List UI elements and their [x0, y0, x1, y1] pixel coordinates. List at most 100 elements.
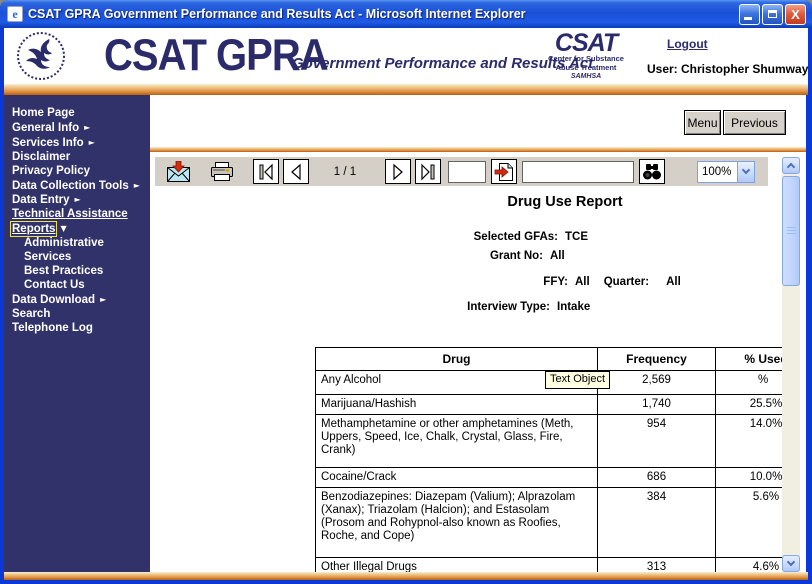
logout-link[interactable]: Logout — [667, 37, 708, 51]
report-divider-bar — [150, 147, 806, 152]
csat-logo-line2: Abuse Treatment — [555, 62, 617, 72]
sidebar-item-home-page[interactable]: Home Page — [4, 107, 150, 121]
csat-logo-line3: SAMHSA — [570, 73, 602, 80]
previous-page-icon — [291, 163, 301, 180]
zoom-dropdown-button[interactable] — [737, 161, 754, 182]
sidebar-item-label: Services Info — [12, 136, 84, 149]
param-label-grant-no: Grant No: — [489, 250, 543, 262]
param-value-grant-no: All — [550, 250, 565, 262]
pct-used-cell: % — [715, 370, 782, 395]
chevron-right-icon: ► — [133, 180, 140, 190]
scroll-up-button[interactable] — [782, 157, 800, 174]
printer-icon — [211, 162, 233, 181]
sidebar-item-search[interactable]: Search — [4, 308, 150, 322]
menu-button[interactable]: Menu — [684, 110, 721, 135]
csat-logo-title: CSAT — [554, 29, 618, 57]
sidebar-item-label: Administrative — [24, 237, 104, 250]
scroll-down-button[interactable] — [782, 555, 800, 572]
table-row: Methamphetamine or other amphetamines (M… — [315, 414, 782, 468]
chevron-down-icon — [741, 165, 751, 175]
chevron-right-icon: ► — [88, 137, 95, 147]
sidebar-item-label: Data Download — [12, 293, 96, 306]
sidebar-item-data-download[interactable]: Data Download ► — [4, 293, 150, 308]
pct-used-cell: 10.0% — [715, 467, 782, 488]
next-page-button[interactable] — [385, 159, 411, 184]
zoom-select[interactable]: 100% — [697, 160, 755, 183]
csat-logo-line1: Center for Substance — [548, 54, 624, 63]
goto-page-input[interactable] — [448, 160, 486, 183]
sidebar-item-data-collection-tools[interactable]: Data Collection Tools ► — [4, 179, 150, 194]
report-param-row: Interview Type: Intake — [315, 300, 782, 314]
sidebar-item-label: Home Page — [12, 107, 75, 119]
scrollbar-grip-icon — [787, 227, 796, 234]
param-label-quarter: Quarter: — [603, 276, 650, 288]
table-row: Marijuana/Hashish 1,740 25.5% — [315, 394, 782, 415]
first-page-button[interactable] — [253, 159, 279, 184]
chevron-right-icon: ► — [84, 122, 91, 132]
sidebar-item-label: Data Collection Tools — [12, 179, 129, 192]
sidebar-item-data-entry[interactable]: Data Entry ► — [4, 193, 150, 208]
param-value-ffy: All — [575, 276, 590, 288]
export-button[interactable] — [165, 159, 191, 184]
search-button[interactable] — [639, 159, 665, 184]
next-page-icon — [393, 163, 403, 180]
drug-cell: Benzodiazepines: Diazepam (Valium); Alpr… — [315, 487, 598, 558]
title-bar: e CSAT GPRA Government Performance and R… — [0, 0, 812, 28]
last-page-button[interactable] — [415, 159, 441, 184]
column-header-used: % Used — [715, 347, 782, 371]
previous-page-button[interactable] — [283, 159, 309, 184]
param-label-interview-type: Interview Type: — [467, 301, 550, 313]
sidebar-item-general-info[interactable]: General Info ► — [4, 121, 150, 136]
column-header-frequency: Frequency — [597, 347, 716, 371]
scrollbar-thumb[interactable] — [782, 176, 800, 286]
frequency-cell: 384 — [597, 487, 716, 558]
internet-explorer-icon: e — [7, 6, 23, 22]
report-title: Drug Use Report — [507, 194, 623, 210]
pct-used-cell: 4.6% — [715, 557, 782, 572]
search-text-input[interactable] — [522, 160, 634, 183]
close-button[interactable]: X — [785, 3, 806, 25]
sidebar-item-privacy-policy[interactable]: Privacy Policy — [4, 165, 150, 179]
sidebar-item-label: Technical Assistance — [12, 208, 128, 221]
sidebar-item-reports[interactable]: Reports ▼ — [4, 221, 150, 238]
previous-button[interactable]: Previous — [723, 110, 786, 135]
sidebar-item-label: Services — [24, 251, 72, 264]
report-param-row: FFY: All Quarter: All — [315, 275, 782, 289]
sidebar-item-best-practices[interactable]: Best Practices — [4, 265, 150, 279]
pct-used-cell: 14.0% — [715, 414, 782, 468]
goto-page-button[interactable] — [491, 159, 517, 184]
frequency-cell: 954 — [597, 414, 716, 468]
sidebar-item-administrative[interactable]: Administrative — [4, 237, 150, 251]
minimize-button[interactable] — [739, 3, 760, 25]
sidebar-item-disclaimer[interactable]: Disclaimer — [4, 151, 150, 165]
chevron-up-icon — [786, 162, 796, 172]
sidebar-item-services[interactable]: Services — [4, 251, 150, 265]
pct-used-cell: 25.5% — [715, 394, 782, 415]
header-divider-bar — [4, 84, 808, 95]
drug-cell: Marijuana/Hashish — [315, 394, 598, 415]
csat-gpra-logo-text: CSAT GPRA — [104, 31, 329, 81]
frequency-cell: 2,569 — [597, 370, 716, 395]
pct-used-cell: 5.6% — [715, 487, 782, 558]
sidebar-item-label: Contact Us — [24, 278, 85, 291]
report-parameters: Selected GFAs: TCE Grant No: All FFY: All Quar… — [315, 230, 782, 319]
sidebar-item-label: Telephone Log — [12, 321, 93, 334]
sidebar-item-technical-assistance[interactable]: Technical Assistance — [4, 208, 150, 222]
goto-page-icon — [494, 162, 513, 181]
report-page: Drug Use Report Selected GFAs: TCE Grant N… — [150, 186, 782, 572]
sidebar-nav: Home Page General Info ► Services Info ► Disc… — [4, 95, 150, 572]
sidebar-item-services-info[interactable]: Services Info ► — [4, 136, 150, 151]
print-button[interactable] — [209, 159, 235, 184]
sidebar-item-contact-us[interactable]: Contact Us — [4, 279, 150, 293]
chevron-down-icon: ▼ — [60, 224, 67, 234]
maximize-button[interactable] — [762, 3, 783, 25]
drug-cell: Cocaine/Crack — [315, 467, 598, 488]
export-envelope-icon — [166, 160, 190, 182]
vertical-scrollbar[interactable] — [782, 157, 800, 572]
drug-cell: Other Illegal Drugs — [315, 557, 598, 572]
user-label: User: Christopher Shumway — [647, 62, 809, 76]
sidebar-item-telephone-log[interactable]: Telephone Log — [4, 322, 150, 336]
param-value-selected-gfas: TCE — [565, 231, 588, 243]
sidebar-item-label: General Info — [12, 121, 80, 134]
